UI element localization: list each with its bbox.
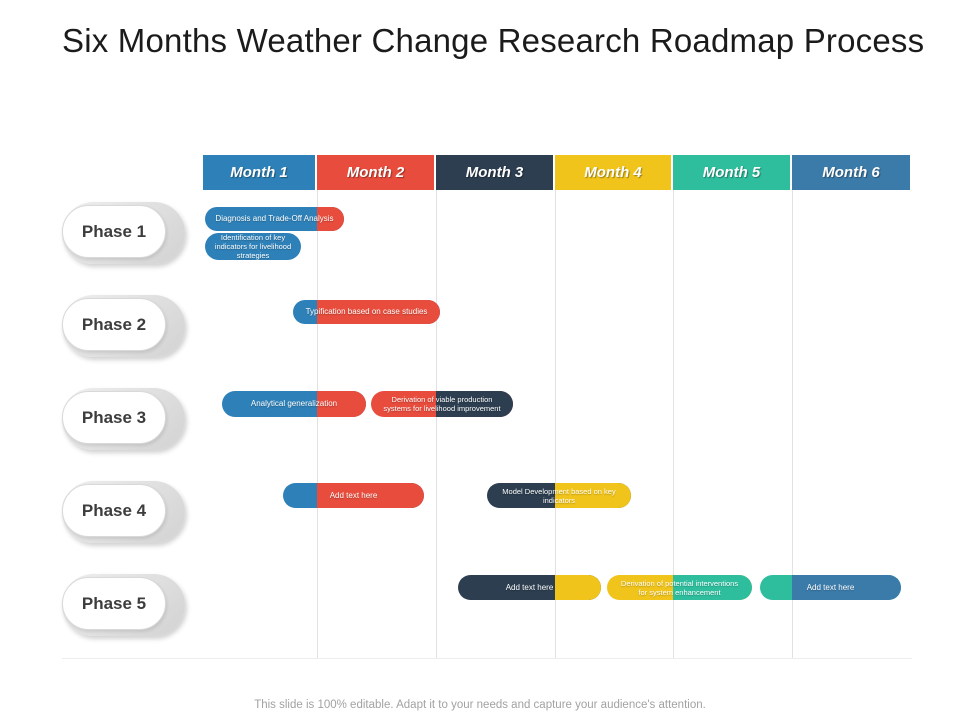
bar-label: Add text here (806, 582, 855, 592)
slide-title: Six Months Weather Change Research Roadm… (62, 22, 925, 59)
grid-line-vertical (792, 190, 793, 658)
timeline-bar: Derivation of viable production systems … (371, 391, 513, 417)
grid-line-horizontal (62, 658, 912, 659)
bar-segment (436, 391, 513, 417)
grid-line-vertical (555, 190, 556, 658)
phase-pill-3: Phase 3 (62, 388, 187, 451)
grid-line-vertical (317, 190, 318, 658)
phase-pill-5: Phase 5 (62, 574, 187, 637)
bar-label: Derivation of potential interventions fo… (620, 578, 739, 597)
month-header-6: Month 6 (792, 155, 912, 190)
month-header-4: Month 4 (555, 155, 673, 190)
month-header-5: Month 5 (673, 155, 792, 190)
bar-segment (792, 575, 901, 600)
phase-label: Phase 5 (81, 593, 147, 613)
bar-label: Identification of key indicators for liv… (214, 233, 292, 260)
timeline-bar: Diagnosis and Trade-Off Analysis (205, 207, 344, 231)
bar-label: Analytical generalization (250, 399, 338, 409)
month-header-2: Month 2 (317, 155, 436, 190)
bar-label: Derivation of viable production systems … (383, 395, 501, 413)
footer-note: This slide is 100% editable. Adapt it to… (254, 699, 706, 711)
phase-pill-2: Phase 2 (62, 295, 187, 358)
bar-label: Typification based on case studies (305, 307, 428, 317)
timeline-bar: Analytical generalization (222, 391, 366, 417)
bar-segment (555, 575, 601, 600)
bar-segment (317, 483, 424, 508)
timeline-bar: Typification based on case studies (293, 300, 440, 324)
phase-pill-4: Phase 4 (62, 481, 187, 544)
phase-label: Phase 2 (81, 314, 147, 334)
phase-label: Phase 1 (81, 221, 147, 241)
timeline-bar: Add text here (458, 575, 601, 600)
bar-segment (317, 207, 344, 231)
bar-segment (317, 300, 440, 324)
timeline-bar: Add text here (283, 483, 424, 508)
month-header-1: Month 1 (203, 155, 317, 190)
bar-label: Model Development based on key indicator… (502, 486, 616, 505)
grid-line-vertical (673, 190, 674, 658)
timeline-bar: Derivation of potential interventions fo… (607, 575, 752, 600)
phase-label: Phase 4 (81, 500, 147, 520)
timeline-bar: Model Development based on key indicator… (487, 483, 631, 508)
bar-segment (317, 391, 366, 417)
bar-label: Diagnosis and Trade-Off Analysis (215, 214, 334, 224)
grid-line-vertical (436, 190, 437, 658)
timeline-bar: Add text here (760, 575, 901, 600)
phase-pill-1: Phase 1 (62, 202, 187, 265)
bar-label: Add text here (329, 490, 378, 500)
timeline-bar: Identification of key indicators for liv… (205, 233, 301, 260)
month-header-3: Month 3 (436, 155, 555, 190)
bar-segment (555, 483, 631, 508)
bar-segment (673, 575, 752, 600)
bar-label: Add text here (505, 582, 554, 592)
phase-label: Phase 3 (81, 407, 147, 427)
